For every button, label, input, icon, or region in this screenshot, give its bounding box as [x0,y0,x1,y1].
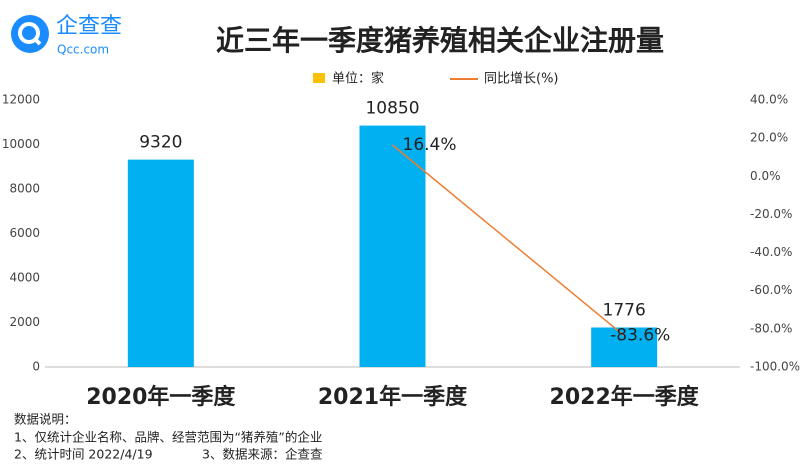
y-tick-label: 12000 [2,93,40,107]
y-tick-label: 10000 [2,137,40,151]
legend-swatch [313,73,325,83]
bar-value-label: 9320 [139,133,182,153]
y2-tick-label: -40.0% [750,245,792,259]
line-value-label: -83.6% [610,326,670,346]
logo-name: 企查查 [56,14,122,39]
logo-site: Qcc.com [57,43,109,57]
bar [359,125,426,368]
bar-value-label: 1776 [603,300,646,320]
x-tick-label: 2021年一季度 [318,384,468,410]
y2-tick-label: 40.0% [750,93,788,107]
legend-label: 单位：家 [332,71,384,87]
y-tick-label: 4000 [9,271,40,285]
y-tick-label: 0 [32,360,40,374]
bar [127,159,194,367]
y-tick-label: 8000 [9,182,40,196]
legend-label: 同比增长(%) [484,72,559,87]
x-tick-label: 2020年一季度 [86,384,236,410]
logo: 企查查 Qcc.com [11,14,122,57]
logo-icon [11,15,49,53]
y-tick-label: 2000 [9,315,40,329]
line-value-label: 16.4% [403,135,457,155]
growth-line [392,144,625,337]
y2-tick-label: -80.0% [750,321,792,335]
bar [591,327,658,367]
y-tick-label: 6000 [9,226,40,240]
note: 数据说明： [14,412,77,427]
note: 3、数据来源：企查查 [202,447,323,462]
note: 2、统计时间 2022/4/19 [14,447,153,462]
logo-icon-ring [18,22,40,44]
y2-tick-label: -100.0% [750,360,800,374]
y2-tick-label: -60.0% [750,283,792,297]
bar-value-label: 10850 [365,99,419,119]
note: 1、仅统计企业名称、品牌、经营范围为“猪养殖”的企业 [14,430,322,445]
y2-tick-label: 20.0% [750,131,788,145]
logo-icon-tail [32,36,42,46]
chart-title: 近三年一季度猪养殖相关企业注册量 [216,24,664,57]
y2-tick-label: -20.0% [750,207,792,221]
y2-tick-label: 0.0% [750,169,781,183]
x-tick-label: 2022年一季度 [550,384,700,410]
